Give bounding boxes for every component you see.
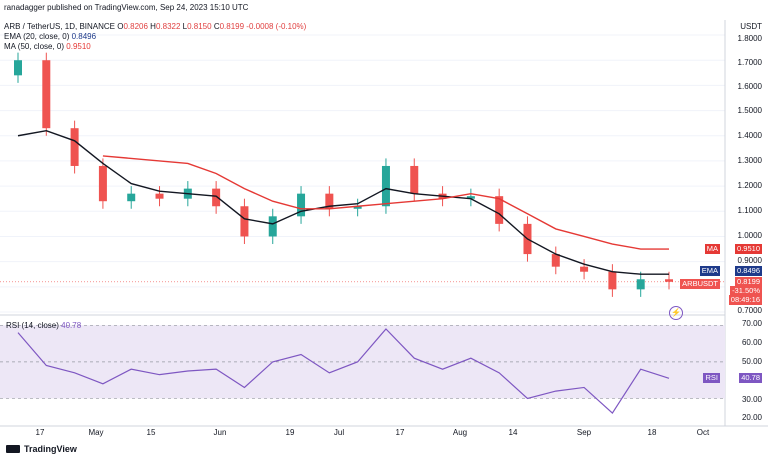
footer-brand-label: TradingView — [24, 444, 77, 454]
price-tick: 1.7000 — [737, 58, 762, 67]
rsi-tag-name: RSI — [703, 373, 720, 383]
ma-legend: MA (50, close, 0) 0.9510 — [4, 42, 91, 52]
candle-body — [665, 279, 673, 282]
candle-body — [212, 188, 221, 207]
ema-legend-label: EMA (20, close, 0) — [4, 32, 70, 41]
x-tick: Aug — [452, 428, 468, 437]
candle-body — [155, 193, 164, 199]
ema-tag-value: 0.8496 — [735, 266, 762, 276]
candle-body — [608, 271, 617, 290]
candle-body — [381, 165, 390, 207]
candle-body — [495, 196, 504, 224]
x-tick: 18 — [647, 428, 657, 437]
footer-brand[interactable]: TradingView — [6, 444, 77, 454]
candle-body — [14, 60, 22, 76]
price-tick: 1.5000 — [737, 106, 762, 115]
candle-body — [240, 206, 249, 237]
x-tick: Jul — [333, 428, 345, 437]
rsi-line — [17, 328, 670, 414]
rsi-tick: 30.00 — [741, 395, 762, 404]
ohlc-low: 0.8150 — [187, 22, 212, 31]
rsi-legend-value: 40.78 — [61, 321, 82, 330]
ma-tag-value: 0.9510 — [735, 244, 762, 254]
rsi-tick: 20.00 — [741, 413, 762, 422]
x-tick: Oct — [696, 428, 710, 437]
currency-label: USDT — [740, 22, 762, 31]
ema-line-group — [17, 129, 669, 275]
ema-legend-value: 0.8496 — [71, 32, 97, 41]
ma-tag-name: MA — [704, 244, 720, 254]
rsi-tick: 60.00 — [741, 338, 762, 347]
price-tick: 1.8000 — [737, 34, 762, 43]
candle-body — [325, 193, 334, 209]
arb-tag-value: 0.8199 — [735, 277, 762, 287]
x-tick: 19 — [285, 428, 295, 437]
rsi-legend: RSI (14, close) 40.78 — [6, 321, 81, 330]
symbol-name: ARB / TetherUS, 1D, BINANCE — [4, 22, 115, 31]
candle-body — [636, 279, 645, 290]
candle-body — [268, 216, 277, 237]
tradingview-logo-icon — [6, 445, 20, 453]
candle-body — [580, 266, 589, 272]
ohlc-low-label: L — [182, 22, 188, 31]
ohlc-open-label: O — [117, 22, 124, 31]
price-tick: 1.2000 — [737, 181, 762, 190]
price-tick: 1.1000 — [737, 206, 762, 215]
x-tick: 14 — [508, 428, 518, 437]
ohlc-close: 0.8199 — [219, 22, 245, 31]
candle-body — [127, 193, 136, 202]
arb-tag-pct: -31.50% — [730, 286, 762, 296]
publisher-line: ranadagger published on TradingView.com,… — [4, 3, 249, 12]
x-tick: 15 — [146, 428, 156, 437]
price-tick: 1.3000 — [737, 156, 762, 165]
x-tick: 17 — [35, 428, 45, 437]
price-tick: 0.9000 — [737, 256, 762, 265]
ema-tag-name: EMA — [699, 266, 720, 276]
candle-body — [297, 193, 306, 217]
candle-body — [466, 196, 475, 199]
rsi-panel — [0, 324, 725, 414]
rsi-tick: 50.00 — [741, 357, 762, 366]
candle-body — [98, 165, 107, 202]
x-tick: Sep — [576, 428, 592, 437]
lightning-icon[interactable]: ⚡ — [669, 306, 683, 320]
ma-legend-label: MA (50, close, 0) — [4, 42, 65, 51]
candle-body — [42, 60, 51, 129]
x-tick: 17 — [395, 428, 405, 437]
arb-tag-name: ARBUSDT — [680, 279, 720, 289]
ohlc-high-label: H — [150, 22, 156, 31]
candle-body — [551, 254, 560, 267]
ma-line — [102, 155, 669, 250]
ohlc-open: 0.8206 — [123, 22, 148, 31]
ema-line — [17, 129, 669, 275]
candle-body — [353, 206, 362, 209]
rsi-tag-value: 40.78 — [739, 373, 762, 383]
arb-tag-time: 08:49:16 — [728, 295, 762, 305]
candle-body — [70, 128, 79, 166]
ma-legend-value: 0.9510 — [66, 42, 91, 51]
ohlc-change: -0.0008 (-0.10%) — [246, 22, 307, 31]
price-tick: 1.6000 — [737, 82, 762, 91]
ohlc-high: 0.8322 — [155, 22, 181, 31]
x-tick: May — [88, 428, 104, 437]
price-tick: 0.7000 — [737, 306, 762, 315]
price-tick: 1.0000 — [737, 231, 762, 240]
ma-line-group — [102, 155, 669, 250]
symbol-line: ARB / TetherUS, 1D, BINANCE O0.8206 H0.8… — [4, 22, 306, 32]
rsi-legend-label: RSI (14, close) — [6, 321, 59, 330]
ema-legend: EMA (20, close, 0) 0.8496 — [4, 32, 96, 42]
price-tick: 1.4000 — [737, 131, 762, 140]
x-tick: Jun — [213, 428, 227, 437]
ohlc-close-label: C — [213, 22, 220, 31]
candle-body — [410, 165, 419, 194]
rsi-tick: 70.00 — [741, 319, 762, 328]
